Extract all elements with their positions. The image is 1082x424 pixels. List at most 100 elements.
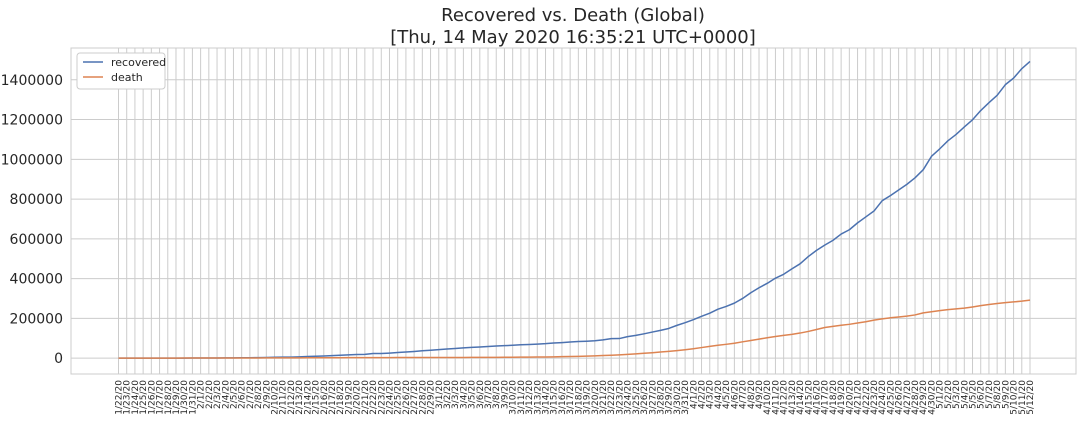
x-tick-label: 2/11/20: [279, 380, 289, 415]
x-tick-label: 1/26/20: [147, 380, 157, 415]
x-tick-label: 3/11/20: [517, 380, 527, 415]
x-axis-ticks: 1/22/201/23/201/24/201/25/201/26/201/27/…: [115, 380, 1037, 415]
x-tick-label: 3/14/20: [542, 380, 552, 415]
x-tick-label: 4/20/20: [845, 380, 855, 415]
x-tick-label: 4/3/20: [706, 380, 716, 409]
x-tick-label: 5/2/20: [944, 380, 954, 409]
x-tick-label: 5/8/20: [993, 380, 1003, 409]
x-tick-label: 4/21/20: [854, 380, 864, 415]
x-tick-label: 2/14/20: [303, 380, 313, 415]
x-tick-label: 5/3/20: [952, 380, 962, 409]
y-tick-label: 200000: [10, 311, 63, 327]
x-tick-label: 3/22/20: [607, 380, 617, 415]
x-tick-label: 2/2/20: [205, 380, 215, 409]
x-tick-label: 3/30/20: [673, 380, 683, 415]
chart-title-line-2: [Thu, 14 May 2020 16:35:21 UTC+0000]: [390, 27, 756, 48]
x-tick-label: 3/23/20: [615, 380, 625, 415]
legend-label-death: death: [111, 71, 143, 84]
x-tick-label: 2/18/20: [336, 380, 346, 415]
x-tick-label: 4/12/20: [780, 380, 790, 415]
x-tick-label: 3/16/20: [558, 380, 568, 415]
x-tick-label: 3/4/20: [459, 380, 469, 409]
x-tick-label: 2/27/20: [410, 380, 420, 415]
x-tick-label: 4/26/20: [895, 380, 905, 415]
x-tick-label: 3/9/20: [500, 380, 510, 409]
x-tick-label: 4/14/20: [796, 380, 806, 415]
x-tick-label: 3/19/20: [583, 380, 593, 415]
x-tick-label: 2/7/20: [246, 380, 256, 409]
x-tick-label: 1/22/20: [115, 380, 125, 415]
x-tick-label: 2/20/20: [353, 380, 363, 415]
x-tick-label: 3/10/20: [509, 380, 519, 415]
x-tick-label: 3/2/20: [443, 380, 453, 409]
x-tick-label: 4/9/20: [755, 380, 765, 409]
x-tick-label: 3/20/20: [591, 380, 601, 415]
x-tick-label: 4/15/20: [804, 380, 814, 415]
x-tick-label: 2/10/20: [271, 380, 281, 415]
x-tick-label: 4/10/20: [763, 380, 773, 415]
x-tick-label: 5/12/20: [1026, 380, 1036, 415]
x-tick-label: 4/6/20: [730, 380, 740, 409]
x-tick-label: 4/16/20: [812, 380, 822, 415]
x-tick-label: 3/17/20: [566, 380, 576, 415]
grid: [71, 48, 1076, 374]
x-tick-label: 1/23/20: [123, 380, 133, 415]
x-tick-label: 4/7/20: [739, 380, 749, 409]
y-axis-ticks: 0 200000 400000 600000 800000 1000000 1200000 1…: [1, 73, 63, 367]
y-tick-label: 400000: [10, 272, 63, 288]
x-tick-label: 4/28/20: [911, 380, 921, 415]
y-tick-label: 800000: [10, 192, 63, 208]
x-tick-label: 3/13/20: [533, 380, 543, 415]
x-tick-label: 4/17/20: [821, 380, 831, 415]
x-tick-label: 4/2/20: [698, 380, 708, 409]
series-line-death: [118, 299, 1031, 359]
y-tick-label: 600000: [10, 232, 63, 248]
x-tick-label: 3/8/20: [492, 380, 502, 409]
x-tick-label: 3/24/20: [624, 380, 634, 415]
x-tick-label: 5/4/20: [960, 380, 970, 409]
x-tick-label: 2/29/20: [427, 380, 437, 415]
x-tick-label: 3/18/20: [574, 380, 584, 415]
x-tick-label: 2/13/20: [295, 380, 305, 415]
y-tick-label: 0: [54, 351, 63, 367]
y-tick-label: 1000000: [1, 152, 63, 168]
series-line-recovered: [118, 60, 1031, 359]
x-tick-label: 1/28/20: [164, 380, 174, 415]
y-tick-label: 1400000: [1, 73, 63, 89]
x-tick-label: 2/1/20: [197, 380, 207, 409]
x-tick-label: 2/12/20: [287, 380, 297, 415]
x-tick-label: 5/7/20: [985, 380, 995, 409]
x-tick-label: 2/4/20: [221, 380, 231, 409]
y-tick-label: 1200000: [1, 113, 63, 129]
x-tick-label: 3/1/20: [435, 380, 445, 409]
chart-title-line-1: Recovered vs. Death (Global): [441, 5, 705, 26]
x-tick-label: 1/29/20: [172, 380, 182, 415]
x-tick-label: 3/31/20: [681, 380, 691, 415]
x-tick-label: 2/17/20: [328, 380, 338, 415]
x-tick-label: 2/6/20: [238, 380, 248, 409]
x-tick-label: 3/26/20: [640, 380, 650, 415]
x-tick-label: 3/5/20: [468, 380, 478, 409]
x-tick-label: 3/21/20: [599, 380, 609, 415]
x-tick-label: 2/16/20: [320, 380, 330, 415]
x-tick-label: 2/25/20: [394, 380, 404, 415]
x-tick-label: 3/28/20: [656, 380, 666, 415]
x-tick-label: 4/30/20: [927, 380, 937, 415]
x-tick-label: 3/7/20: [484, 380, 494, 409]
x-tick-label: 2/8/20: [254, 380, 264, 409]
x-tick-label: 1/31/20: [188, 380, 198, 415]
x-tick-label: 5/5/20: [969, 380, 979, 409]
x-tick-label: 4/29/20: [919, 380, 929, 415]
x-tick-label: 4/13/20: [788, 380, 798, 415]
x-tick-label: 2/26/20: [402, 380, 412, 415]
x-tick-label: 2/15/20: [312, 380, 322, 415]
x-tick-label: 3/6/20: [476, 380, 486, 409]
x-tick-label: 2/23/20: [377, 380, 387, 415]
x-tick-label: 4/23/20: [870, 380, 880, 415]
x-tick-label: 2/5/20: [229, 380, 239, 409]
x-tick-label: 4/18/20: [829, 380, 839, 415]
x-tick-label: 2/9/20: [262, 380, 272, 409]
x-tick-label: 3/15/20: [550, 380, 560, 415]
